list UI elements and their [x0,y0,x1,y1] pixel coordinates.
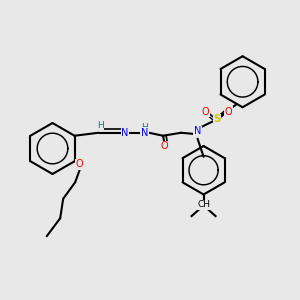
Text: N: N [141,128,148,138]
Text: N: N [194,126,201,136]
Text: S: S [213,114,221,124]
Text: O: O [75,159,83,169]
Text: O: O [225,107,232,117]
Text: H: H [141,123,148,132]
Text: H: H [97,121,104,130]
Text: CH: CH [197,200,210,209]
Text: O: O [202,107,209,117]
Text: N: N [121,128,129,138]
Text: O: O [161,141,168,151]
